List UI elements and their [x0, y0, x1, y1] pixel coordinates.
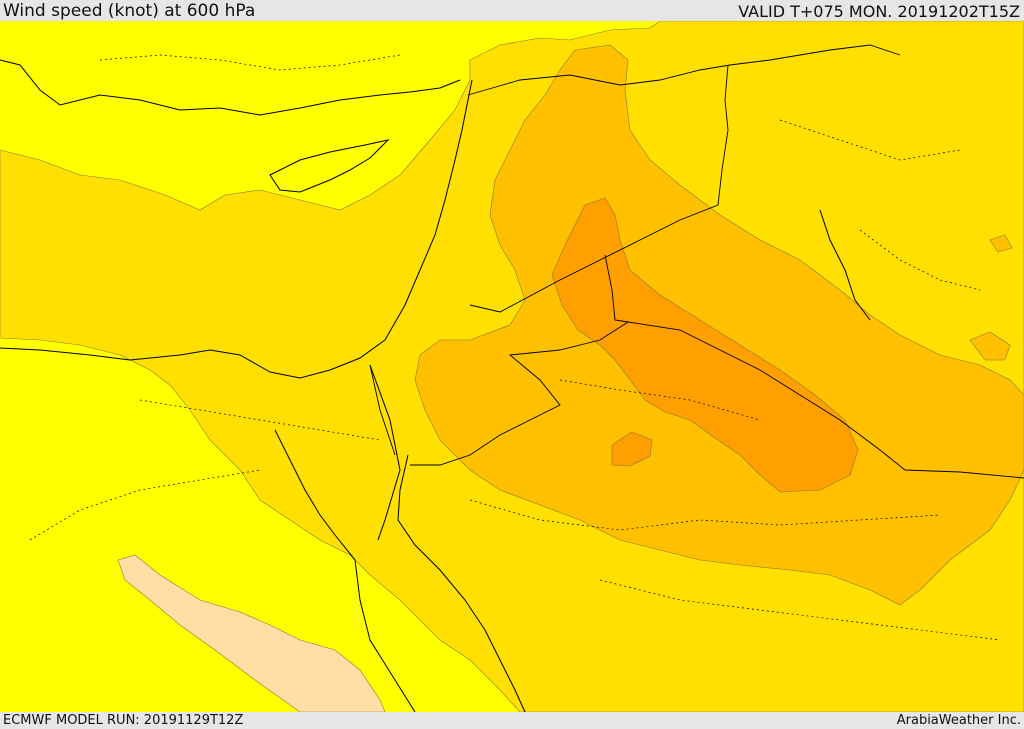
footer-bar: ECMWF MODEL RUN: 20191129T12Z ArabiaWeat…	[0, 712, 1024, 729]
map-canvas	[0, 21, 1024, 712]
credit-label: ArabiaWeather Inc.	[896, 713, 1021, 728]
border-lines	[369, 44, 1024, 479]
map-title: Wind speed (knot) at 600 hPa	[3, 1, 256, 21]
coastline-persian-gulf	[819, 209, 871, 321]
coastline-red-sea	[274, 429, 416, 712]
coastline-mediterranean	[0, 79, 473, 379]
band-3-patch-east	[969, 234, 1013, 361]
island-cyprus	[269, 139, 390, 193]
band-light-southwest	[117, 554, 386, 712]
wind-speed-map[interactable]	[0, 21, 1024, 712]
coastline-sinai	[369, 364, 401, 541]
internal-boundaries	[29, 54, 1001, 641]
valid-time: VALID T+075 MON. 20191202T15Z	[738, 2, 1020, 21]
band-3	[414, 44, 1024, 606]
header-bar: Wind speed (knot) at 600 hPa VALID T+075…	[0, 0, 1024, 21]
band-4-patch	[611, 431, 653, 467]
coastline-turkey	[0, 59, 461, 116]
model-run: ECMWF MODEL RUN: 20191129T12Z	[3, 713, 244, 728]
band-4	[551, 197, 859, 493]
coastline-red-sea-east	[397, 454, 526, 712]
